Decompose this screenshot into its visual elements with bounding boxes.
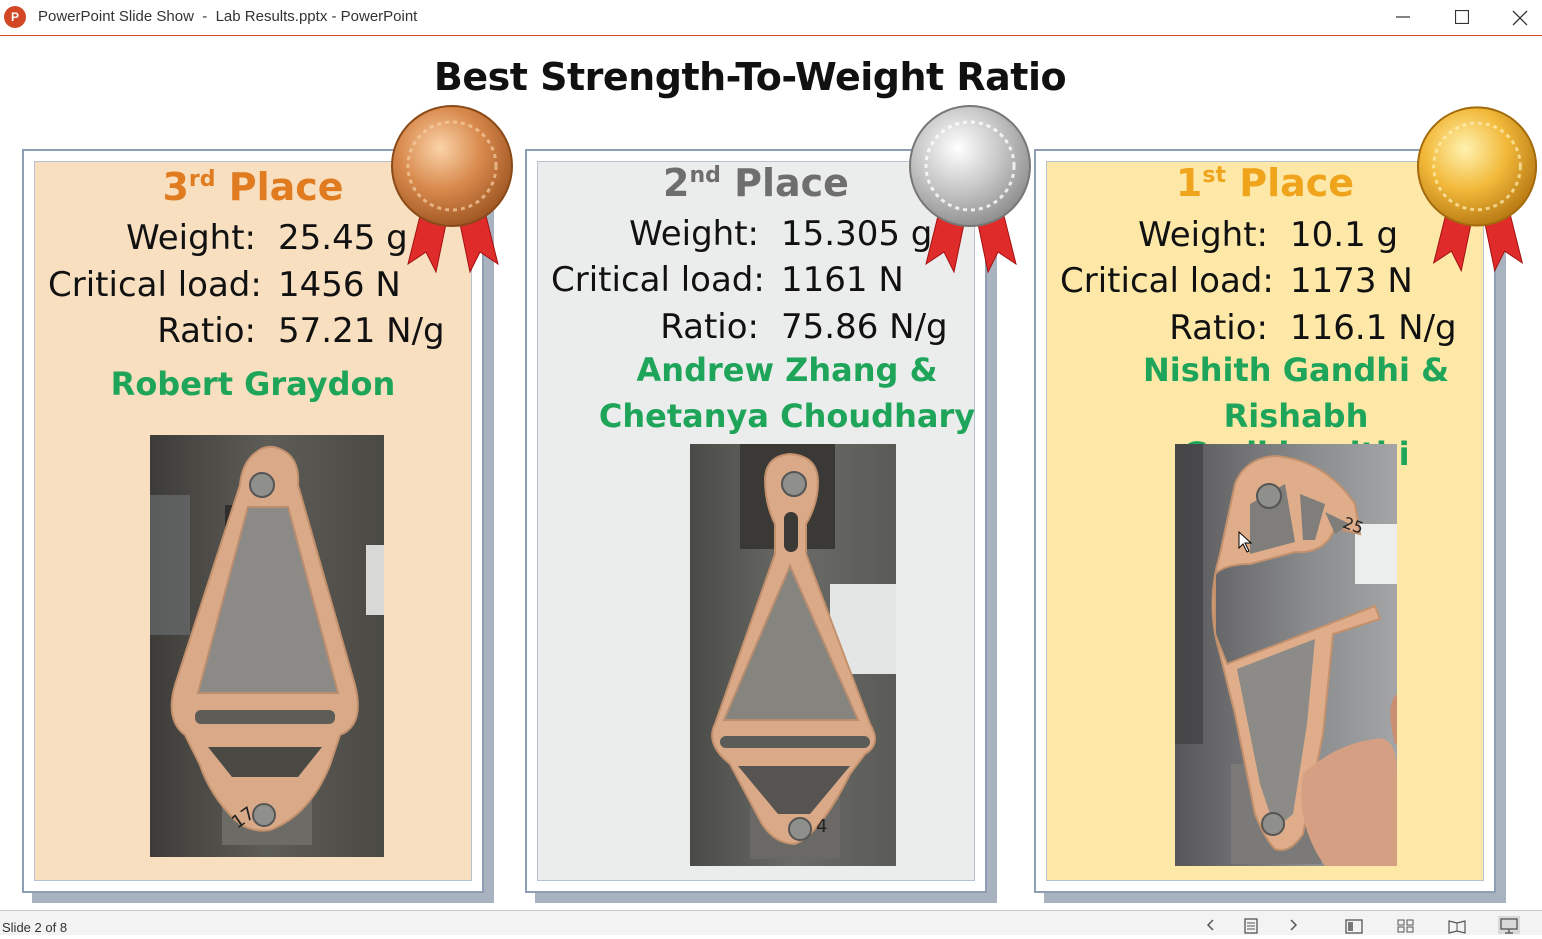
weight-row: Weight: 10.1 g <box>1060 215 1398 255</box>
critical-load-value: 1161 N <box>781 260 904 300</box>
maximize-icon <box>1455 10 1469 24</box>
weight-value: 10.1 g <box>1290 215 1399 255</box>
slide-canvas[interactable]: Best Strength-To-Weight Ratio 3rd Place … <box>0 36 1542 910</box>
winner-name-line1: Andrew Zhang & <box>636 351 938 389</box>
critical-load-label: Critical load: <box>48 265 262 305</box>
place-heading: 3rd Place <box>162 165 344 209</box>
specimen-photo: 17 <box>150 435 384 857</box>
second-place-card: 2nd Place Weight: 15.305 g Critical load:… <box>525 149 987 893</box>
ratio-value: 116.1 N/g <box>1290 308 1457 348</box>
next-icon <box>1290 919 1298 931</box>
status-bar: Slide 2 of 8 <box>0 910 1542 935</box>
ratio-label: Ratio: <box>1169 308 1268 348</box>
close-button[interactable] <box>1496 0 1542 34</box>
ratio-row: Ratio: 75.86 N/g <box>551 307 948 347</box>
maximize-button[interactable] <box>1439 0 1485 34</box>
weight-label: Weight: <box>1138 215 1268 255</box>
winner-name-line2: Chetanya Choudhary <box>598 397 976 435</box>
weight-value: 15.305 g <box>781 214 933 254</box>
ratio-label: Ratio: <box>157 311 256 351</box>
normal-view-button[interactable] <box>1343 916 1365 934</box>
weight-row: Weight: 25.45 g <box>48 218 408 258</box>
next-slide-button[interactable] <box>1282 916 1304 934</box>
weight-row: Weight: 15.305 g <box>551 214 932 254</box>
previous-slide-button[interactable] <box>1200 916 1222 934</box>
ratio-value: 75.86 N/g <box>781 307 948 347</box>
gold-medal-icon <box>1416 106 1538 273</box>
ratio-row: Ratio: 116.1 N/g <box>1060 308 1457 348</box>
notes-button[interactable] <box>1240 916 1262 934</box>
critical-load-label: Critical load: <box>551 260 765 300</box>
slide-sorter-button[interactable] <box>1395 916 1417 934</box>
reading-view-icon <box>1448 920 1466 934</box>
slide-counter: Slide 2 of 8 <box>2 920 68 935</box>
first-place-card: 1st Place Weight: 10.1 g Critical load: 11… <box>1034 149 1496 893</box>
specimen-photo: 4 <box>690 444 896 866</box>
slide-show-button[interactable] <box>1498 916 1520 934</box>
bronze-medal-icon <box>391 105 513 274</box>
third-place-card: 3rd Place Weight: 25.45 g Critical load: 1… <box>22 149 484 893</box>
normal-view-icon <box>1345 919 1363 934</box>
minimize-icon <box>1396 16 1410 18</box>
ratio-value: 57.21 N/g <box>278 311 445 351</box>
weight-label: Weight: <box>629 214 759 254</box>
silver-medal-icon <box>909 105 1031 274</box>
window-title: PowerPoint Slide Show - Lab Results.pptx… <box>38 8 418 25</box>
critical-load-value: 1456 N <box>278 265 401 305</box>
slide-sorter-icon <box>1397 919 1414 933</box>
specimen-photo: 25 <box>1175 444 1397 866</box>
ratio-row: Ratio: 57.21 N/g <box>48 311 445 351</box>
slide-show-icon <box>1500 918 1518 934</box>
critical-load-label: Critical load: <box>1060 261 1274 301</box>
ratio-label: Ratio: <box>660 307 759 347</box>
place-heading: 1st Place <box>1175 161 1355 205</box>
minimize-button[interactable] <box>1380 0 1426 34</box>
window-title-bar: P PowerPoint Slide Show - Lab Results.pp… <box>0 0 1542 36</box>
critical-load-row: Critical load: 1456 N <box>48 265 401 305</box>
critical-load-value: 1173 N <box>1290 261 1413 301</box>
mouse-cursor-icon <box>1238 530 1253 553</box>
weight-label: Weight: <box>126 218 256 258</box>
reading-view-button[interactable] <box>1446 916 1468 934</box>
critical-load-row: Critical load: 1161 N <box>551 260 904 300</box>
weight-value: 25.45 g <box>278 218 408 258</box>
winner-name: Robert Graydon <box>110 365 396 403</box>
notes-icon <box>1244 918 1258 934</box>
specimen-mark: 4 <box>816 816 827 837</box>
winner-name-line1: Nishith Gandhi & <box>1142 351 1450 389</box>
place-heading: 2nd Place <box>663 161 849 205</box>
slide-title: Best Strength-To-Weight Ratio <box>433 55 1067 99</box>
critical-load-row: Critical load: 1173 N <box>1060 261 1413 301</box>
previous-icon <box>1206 919 1214 931</box>
close-icon <box>1512 10 1528 26</box>
powerpoint-app-icon[interactable]: P <box>4 6 29 28</box>
